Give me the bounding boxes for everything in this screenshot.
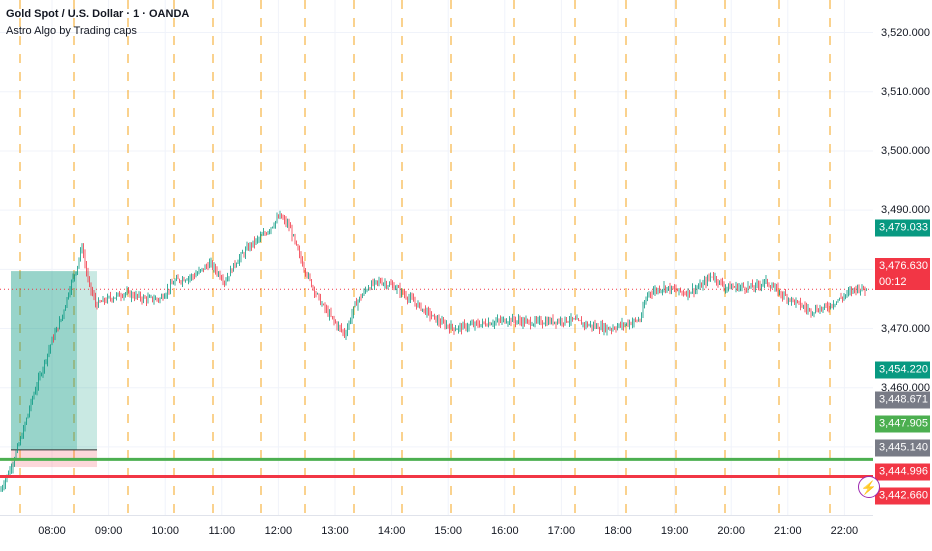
price-label-value: 3,479.033	[879, 221, 928, 234]
time-axis[interactable]: 08:00 09:00 10:00 11:00 12:00 13:00 14:00 15:00…	[0, 515, 873, 551]
price-tick-label: 3,520.000	[881, 26, 930, 39]
take-profit-zone-inner	[11, 271, 77, 450]
price-label-box[interactable]: 3,445.140	[875, 439, 930, 457]
price-label-value: 3,447.905	[879, 417, 928, 430]
chart-pane[interactable]: Gold Spot / U.S. Dollar · 1 · OANDA Astr…	[0, 0, 873, 515]
countdown-timer: 00:12	[879, 276, 907, 288]
price-tick-label: 3,510.000	[881, 85, 930, 98]
time-tick-label: 15:00	[434, 525, 462, 537]
time-tick-label: 22:00	[830, 525, 859, 537]
time-tick-label: 12:00	[264, 525, 293, 537]
time-tick-label: 14:00	[377, 525, 406, 537]
price-label-value: 3,444.996	[879, 465, 928, 478]
price-label-box[interactable]: 3,444.996	[875, 463, 930, 481]
take-profit-zone	[11, 271, 97, 450]
time-tick-label: 11:00	[208, 525, 236, 537]
time-tick-label: 19:00	[660, 525, 689, 537]
time-tick-label: 20:00	[717, 525, 745, 537]
price-label-box[interactable]: 3,442.660	[875, 487, 930, 505]
time-tick-label: 13:00	[321, 525, 349, 537]
time-tick-label: 16:00	[491, 525, 519, 537]
time-tick-label: 08:00	[38, 525, 66, 537]
time-tick-label: 17:00	[547, 525, 576, 537]
price-label-value: 3,445.140	[879, 441, 928, 454]
price-tick-label: 3,500.000	[881, 144, 930, 157]
time-tick-label: 10:00	[151, 525, 179, 537]
price-chart[interactable]	[0, 0, 873, 515]
price-label-value: 3,454.220	[879, 363, 928, 376]
price-tick-label: 3,460.000	[881, 381, 930, 394]
price-tick-label: 3,470.000	[881, 322, 930, 335]
price-label-box[interactable]: 3,454.220	[875, 361, 930, 379]
price-label-value: 3,442.660	[879, 489, 928, 502]
time-tick-label: 09:00	[94, 525, 123, 537]
chart-legend: Gold Spot / U.S. Dollar · 1 · OANDA Astr…	[6, 6, 189, 40]
price-label-value: 3,448.671	[879, 393, 928, 406]
lightning-icon[interactable]: ⚡	[858, 476, 880, 498]
price-label-box[interactable]: 3,448.671	[875, 391, 930, 409]
time-tick-label: 21:00	[774, 525, 802, 537]
price-tick-label: 3,490.000	[881, 204, 930, 217]
price-axis[interactable]: 3,520.0003,510.0003,500.0003,490.0003,48…	[873, 0, 932, 515]
time-tick-label: 18:00	[604, 525, 632, 537]
indicator-name[interactable]: Astro Algo by Trading caps	[6, 25, 137, 37]
price-label-value: 3,476.630	[879, 260, 928, 272]
price-label-box[interactable]: 3,479.033	[875, 219, 930, 237]
price-label-box[interactable]: 3,447.905	[875, 415, 930, 433]
symbol-title[interactable]: Gold Spot / U.S. Dollar · 1 · OANDA	[6, 8, 190, 20]
price-label-box[interactable]: 3,476.630 00:12	[875, 258, 930, 290]
